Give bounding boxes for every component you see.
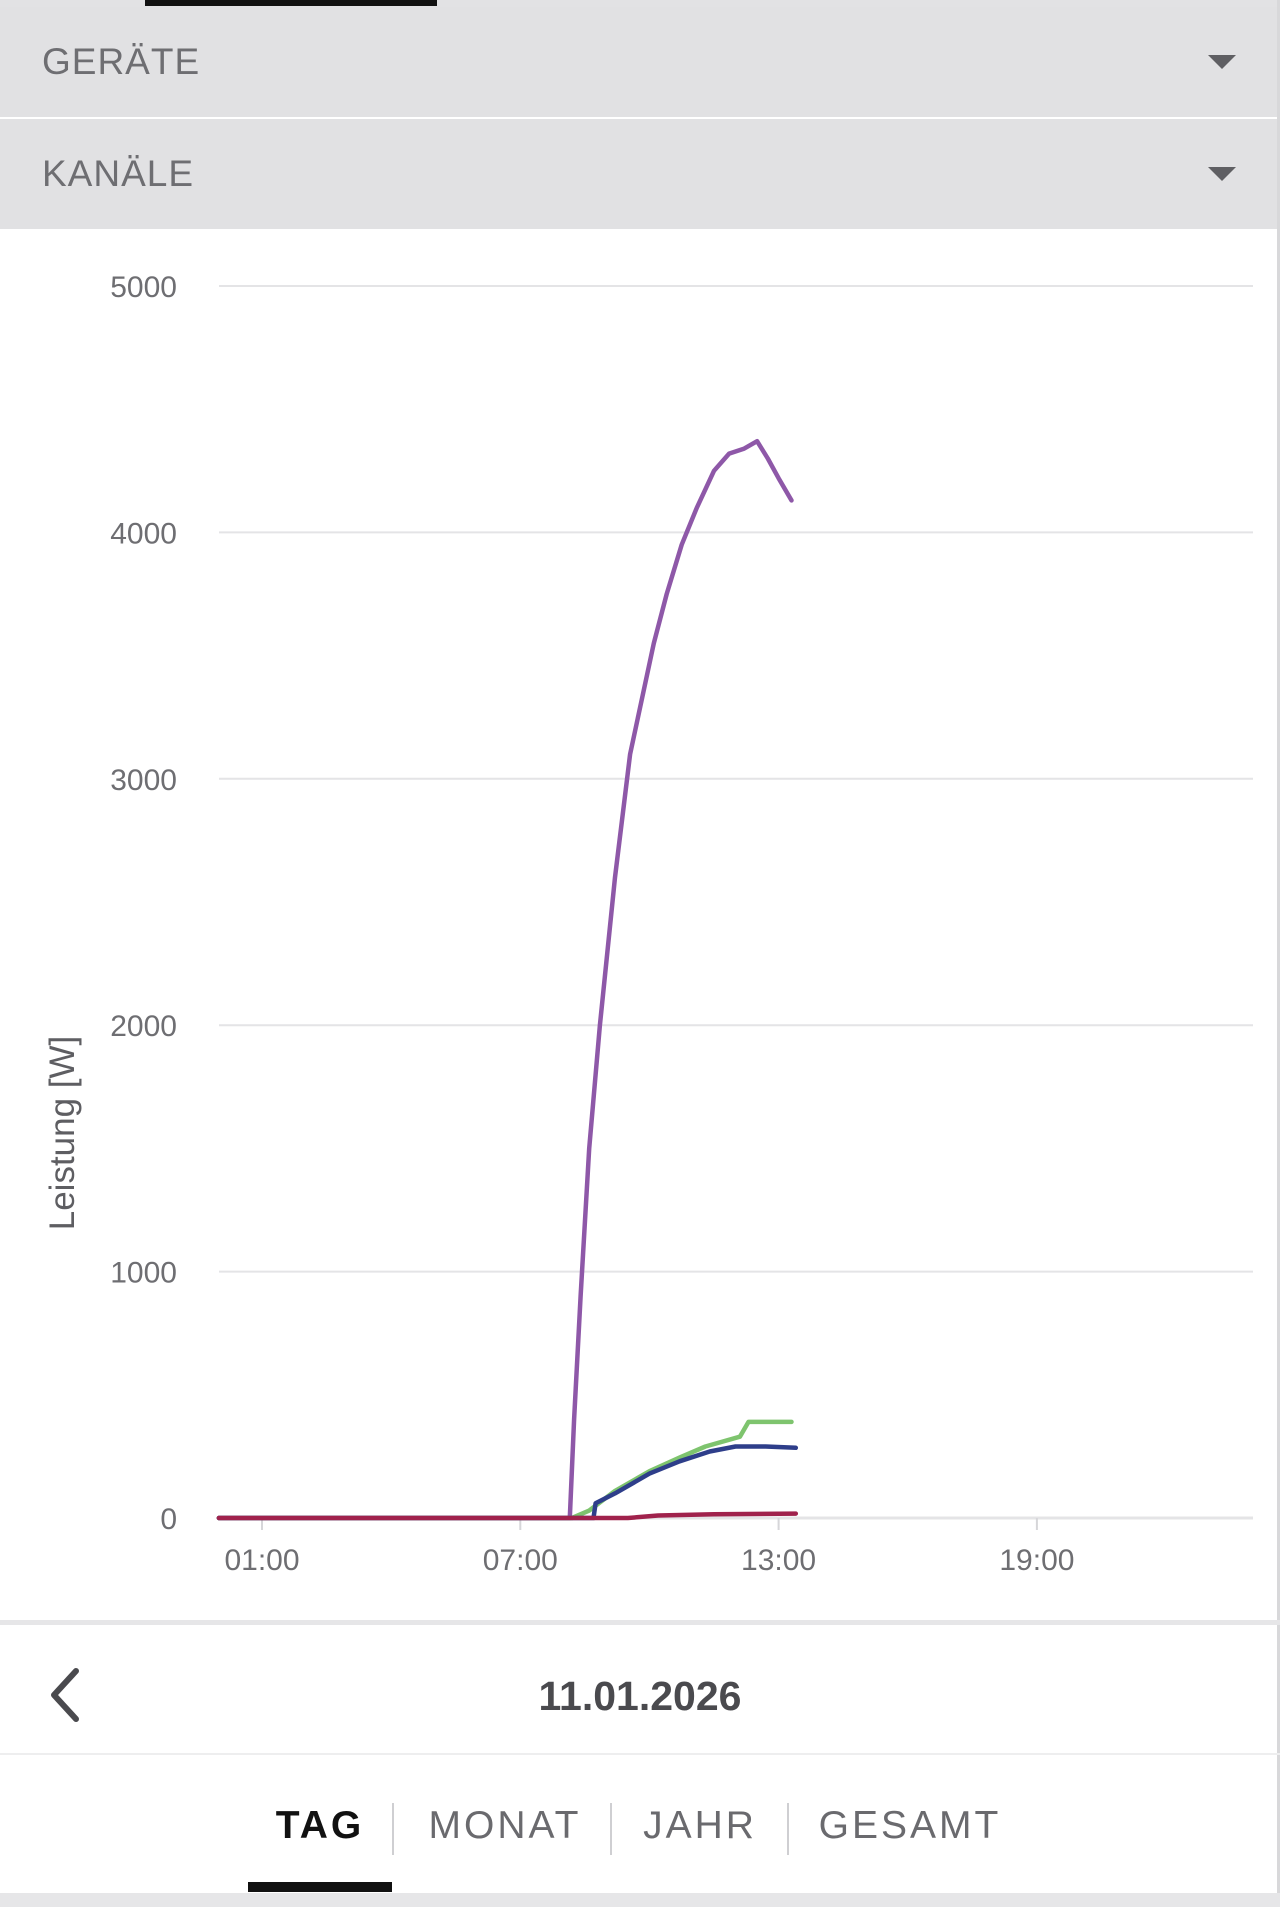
chevron-down-icon [1208,167,1236,181]
x-axis-ticks: 01:00 07:00 13:00 19:00 [224,1518,1074,1577]
top-tab-indicator [145,0,437,6]
y-tick-label: 2000 [110,1010,177,1043]
y-tick-label: 3000 [110,764,177,797]
current-date: 11.01.2026 [538,1673,742,1719]
x-tick-label: 19:00 [999,1544,1074,1577]
x-tick-label: 01:00 [224,1544,299,1577]
power-chart: 0 1000 2000 3000 4000 5000 01:00 07:00 13:00 19:… [43,271,1253,1577]
channels-accordion-label: KANÄLE [42,153,195,194]
period-tabs: TAG MONAT JAHR GESAMT [0,1755,1280,1895]
y-tick-label: 1000 [110,1257,177,1290]
tab-total[interactable]: GESAMT [818,1804,1002,1847]
tab-separator [392,1803,394,1855]
right-edge [1277,0,1280,1907]
y-tick-label: 5000 [110,271,177,304]
chart-footer-divider [0,1620,1280,1625]
series-line-2 [216,1419,794,1521]
chart-series [216,438,799,1521]
chevron-left-icon [51,1668,79,1722]
top-strip [0,0,1280,7]
active-tab-indicator [248,1882,392,1892]
tab-year[interactable]: JAHR [643,1804,757,1847]
tab-separator [787,1803,789,1855]
tab-separator [610,1803,612,1855]
series-line-3 [216,1444,799,1521]
y-axis-ticks: 0 1000 2000 3000 4000 5000 [110,271,177,1536]
devices-accordion-label: GERÄTE [42,41,201,82]
accordion-divider [0,117,1280,119]
tab-month[interactable]: MONAT [428,1804,582,1847]
devices-accordion[interactable]: GERÄTE [0,7,1280,117]
series-line-4 [216,1511,799,1521]
chart-grid [219,285,1253,1520]
x-tick-label: 07:00 [483,1544,558,1577]
previous-date-button[interactable] [40,1663,96,1727]
y-tick-label: 0 [160,1503,177,1536]
bottom-strip [0,1893,1280,1907]
x-tick-label: 13:00 [741,1544,816,1577]
y-tick-label: 4000 [110,517,177,550]
y-axis-label: Leistung [W] [43,1036,82,1231]
tab-day[interactable]: TAG [275,1804,365,1847]
date-tabs-divider [0,1753,1280,1755]
channels-accordion[interactable]: KANÄLE [0,119,1280,229]
chevron-down-icon [1208,55,1236,69]
date-navigator: 11.01.2026 [0,1625,1280,1755]
series-line-1 [216,438,794,1521]
